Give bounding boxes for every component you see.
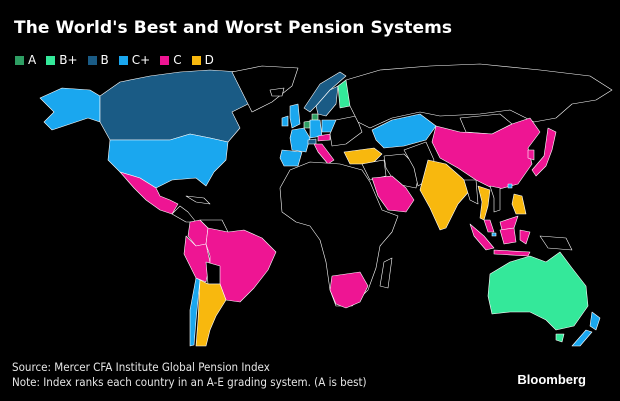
country-ireland bbox=[281, 115, 289, 127]
country-alaska bbox=[39, 87, 101, 131]
country-indonesia bbox=[469, 223, 495, 251]
legend-swatch bbox=[191, 55, 201, 65]
legend-label: A bbox=[28, 53, 37, 67]
legend-swatch bbox=[15, 55, 24, 65]
country-mexico bbox=[119, 171, 179, 215]
country-uk bbox=[289, 103, 301, 129]
country-kazakhstan bbox=[371, 113, 437, 149]
footer: Source: Mercer CFA Institute Global Pens… bbox=[12, 360, 367, 390]
country-austria bbox=[317, 133, 331, 142]
country-hong-kong bbox=[507, 183, 513, 189]
country-south-africa bbox=[329, 271, 369, 309]
country-germany bbox=[309, 119, 323, 139]
country-russia bbox=[345, 63, 613, 129]
country-saudi-arabia bbox=[371, 175, 415, 213]
country-netherlands bbox=[303, 120, 311, 129]
legend-label: D bbox=[204, 53, 214, 67]
country-vietnam bbox=[489, 185, 501, 213]
legend-item-c-plus: C+ bbox=[118, 53, 151, 67]
country-italy bbox=[313, 143, 335, 165]
grading-note: Note: Index ranks each country in an A-E… bbox=[12, 375, 367, 389]
legend: A B+ B C+ C D bbox=[15, 53, 214, 67]
legend-item-b-plus: B+ bbox=[46, 53, 78, 67]
legend-swatch bbox=[160, 55, 170, 65]
country-new-zealand-north bbox=[589, 311, 601, 331]
source-note: Source: Mercer CFA Institute Global Pens… bbox=[12, 360, 270, 374]
legend-label: B bbox=[100, 53, 109, 67]
country-thailand bbox=[477, 185, 491, 221]
legend-item-c: C bbox=[160, 53, 182, 67]
legend-label: C+ bbox=[131, 53, 151, 67]
country-turkey bbox=[343, 147, 383, 165]
country-canada bbox=[99, 69, 256, 143]
country-indonesia-borneo bbox=[499, 227, 517, 245]
country-myanmar bbox=[463, 179, 479, 205]
country-central-america bbox=[171, 205, 197, 223]
country-argentina bbox=[195, 279, 227, 347]
country-china bbox=[431, 117, 541, 191]
country-tasmania bbox=[555, 333, 565, 343]
legend-label: B+ bbox=[59, 53, 78, 67]
country-indonesia-java bbox=[493, 249, 531, 257]
legend-item-a: A bbox=[15, 53, 36, 67]
country-india bbox=[419, 159, 473, 231]
country-denmark bbox=[311, 113, 319, 121]
country-singapore bbox=[491, 232, 497, 237]
legend-label: C bbox=[173, 53, 182, 67]
country-brazil bbox=[205, 227, 277, 303]
country-usa bbox=[107, 133, 229, 189]
country-malaysia-borneo bbox=[499, 215, 519, 231]
country-madagascar bbox=[379, 257, 393, 289]
country-philippines bbox=[511, 193, 527, 215]
chart-title: The World's Best and Worst Pension Syste… bbox=[14, 18, 453, 38]
country-switzerland bbox=[307, 138, 317, 145]
country-south-korea bbox=[527, 149, 535, 161]
country-france bbox=[289, 127, 311, 153]
legend-swatch bbox=[87, 55, 97, 65]
world-map bbox=[39, 63, 613, 347]
country-cuba bbox=[185, 195, 211, 205]
country-indonesia-east bbox=[519, 229, 531, 245]
country-bolivia bbox=[205, 261, 221, 285]
bloomberg-logo: Bloomberg bbox=[517, 372, 586, 387]
country-middle-east bbox=[361, 159, 387, 181]
country-japan bbox=[531, 127, 557, 177]
legend-item-d: D bbox=[191, 53, 214, 67]
legend-swatch bbox=[46, 55, 56, 65]
country-africa bbox=[279, 161, 399, 307]
legend-swatch bbox=[118, 55, 128, 65]
country-australia bbox=[487, 251, 589, 331]
country-papua bbox=[539, 235, 573, 251]
country-iceland bbox=[269, 87, 285, 97]
country-malaysia bbox=[483, 219, 495, 233]
country-norway bbox=[303, 71, 347, 113]
legend-item-b: B bbox=[87, 53, 109, 67]
country-new-zealand-south bbox=[571, 329, 593, 347]
country-spain bbox=[279, 149, 303, 167]
